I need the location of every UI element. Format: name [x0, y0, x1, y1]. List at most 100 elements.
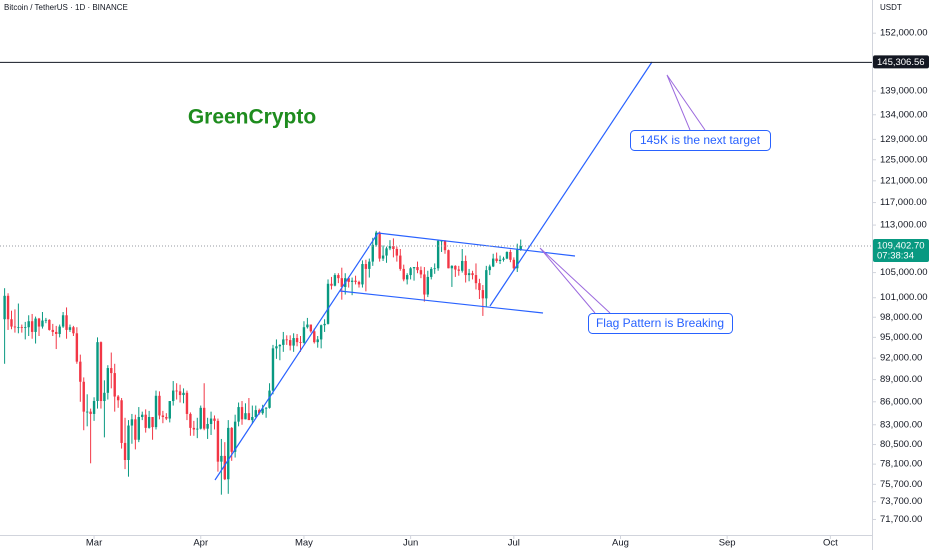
y-tick-label: 121,000.00	[880, 175, 928, 186]
candle-body	[316, 339, 319, 343]
candle-body	[17, 327, 20, 329]
watermark: GreenCrypto	[188, 106, 316, 129]
candle-body	[433, 268, 436, 270]
candle-body	[216, 420, 220, 462]
candle-body	[388, 246, 392, 249]
candle-body	[254, 410, 257, 418]
candle-body	[288, 340, 292, 346]
candle-body	[230, 427, 233, 452]
candle-body	[58, 326, 61, 334]
target-badge	[873, 55, 929, 69]
candle-body	[313, 331, 316, 343]
candle-body	[430, 268, 433, 277]
candle-body	[485, 270, 488, 299]
candle-body	[488, 266, 491, 271]
x-tick-label: Aug	[612, 538, 629, 549]
candle-body	[381, 255, 385, 259]
flag-upper-line	[377, 232, 576, 257]
currency-label: USDT	[880, 3, 902, 12]
y-tick-label: 71,700.00	[880, 514, 922, 525]
candle-body	[202, 407, 206, 429]
x-tick-label: Sep	[719, 538, 736, 549]
y-tick-label: 139,000.00	[880, 86, 928, 97]
candle-body	[402, 268, 405, 280]
candle-body	[168, 401, 171, 419]
last-price-label: 109,402.70	[877, 241, 925, 252]
x-tick-label: Jul	[508, 538, 520, 549]
y-tick-label: 83,000.00	[880, 419, 922, 430]
candle-body	[113, 373, 116, 397]
candle-body	[41, 320, 44, 327]
countdown-label: 07:38:34	[877, 251, 914, 262]
candle-body	[378, 232, 381, 259]
candle-body	[165, 417, 168, 419]
candle-body	[154, 395, 158, 428]
y-tick-label: 95,000.00	[880, 332, 922, 343]
candle-body	[185, 392, 189, 414]
candle-body	[443, 240, 447, 251]
candle-body	[92, 401, 96, 414]
candle-body	[409, 268, 412, 276]
candle-body	[361, 264, 364, 285]
chart-title: Bitcoin / TetherUS · 1D · BINANCE	[4, 3, 128, 12]
candle-body	[44, 319, 48, 321]
y-tick-label: 89,000.00	[880, 374, 922, 385]
candle-body	[471, 273, 474, 276]
breakout-line	[489, 61, 653, 307]
candle-body	[244, 413, 247, 420]
candle-body	[144, 414, 147, 428]
candle-body	[309, 324, 313, 332]
candle-body	[137, 417, 140, 440]
candle-body	[285, 339, 288, 341]
candle-body	[48, 319, 51, 330]
candle-body	[227, 427, 230, 480]
y-tick-label: 152,000.00	[880, 28, 928, 39]
candle-body	[464, 260, 467, 276]
candle-body	[337, 275, 340, 279]
candle-body	[3, 295, 6, 320]
candle-body	[340, 278, 343, 287]
candle-body	[247, 413, 251, 421]
candle-body	[295, 338, 299, 343]
candle-body	[364, 264, 368, 269]
candle-body	[261, 408, 264, 414]
candle-body	[99, 342, 103, 402]
callout-text: 145K is the next target	[640, 133, 761, 147]
candle-body	[6, 295, 10, 320]
candle-body	[175, 390, 178, 392]
target-badge-label: 145,306.56	[877, 57, 925, 68]
candle-body	[120, 400, 123, 443]
candle-body	[502, 258, 505, 260]
candle-body	[474, 275, 478, 284]
candle-body	[258, 410, 261, 414]
candle-body	[209, 418, 213, 424]
candle-body	[350, 280, 354, 282]
callout-box	[588, 313, 733, 334]
candle-body	[347, 278, 350, 282]
candle-body	[371, 244, 374, 262]
candle-body	[426, 276, 430, 295]
x-tick-label: Apr	[193, 538, 208, 549]
candle-body	[13, 326, 17, 328]
candle-body	[491, 258, 495, 267]
candle-body	[419, 270, 423, 275]
flag-lower-line	[339, 290, 544, 314]
candle-body	[72, 327, 75, 334]
candle-body	[375, 232, 378, 245]
candle-body	[27, 321, 30, 328]
candle-body	[182, 392, 185, 396]
candle-body	[275, 346, 278, 349]
y-tick-label: 92,000.00	[880, 353, 922, 364]
candle-body	[516, 249, 519, 269]
candle-body	[116, 396, 120, 401]
candle-body	[333, 275, 337, 286]
x-tick-label: Mar	[86, 538, 102, 549]
candle-body	[192, 427, 196, 430]
candle-body	[395, 248, 399, 256]
candle-body	[368, 261, 371, 269]
candle-body	[213, 418, 216, 421]
candle-body	[509, 251, 512, 260]
callout-text: Flag Pattern is Breaking	[596, 316, 724, 330]
candle-body	[106, 368, 110, 393]
